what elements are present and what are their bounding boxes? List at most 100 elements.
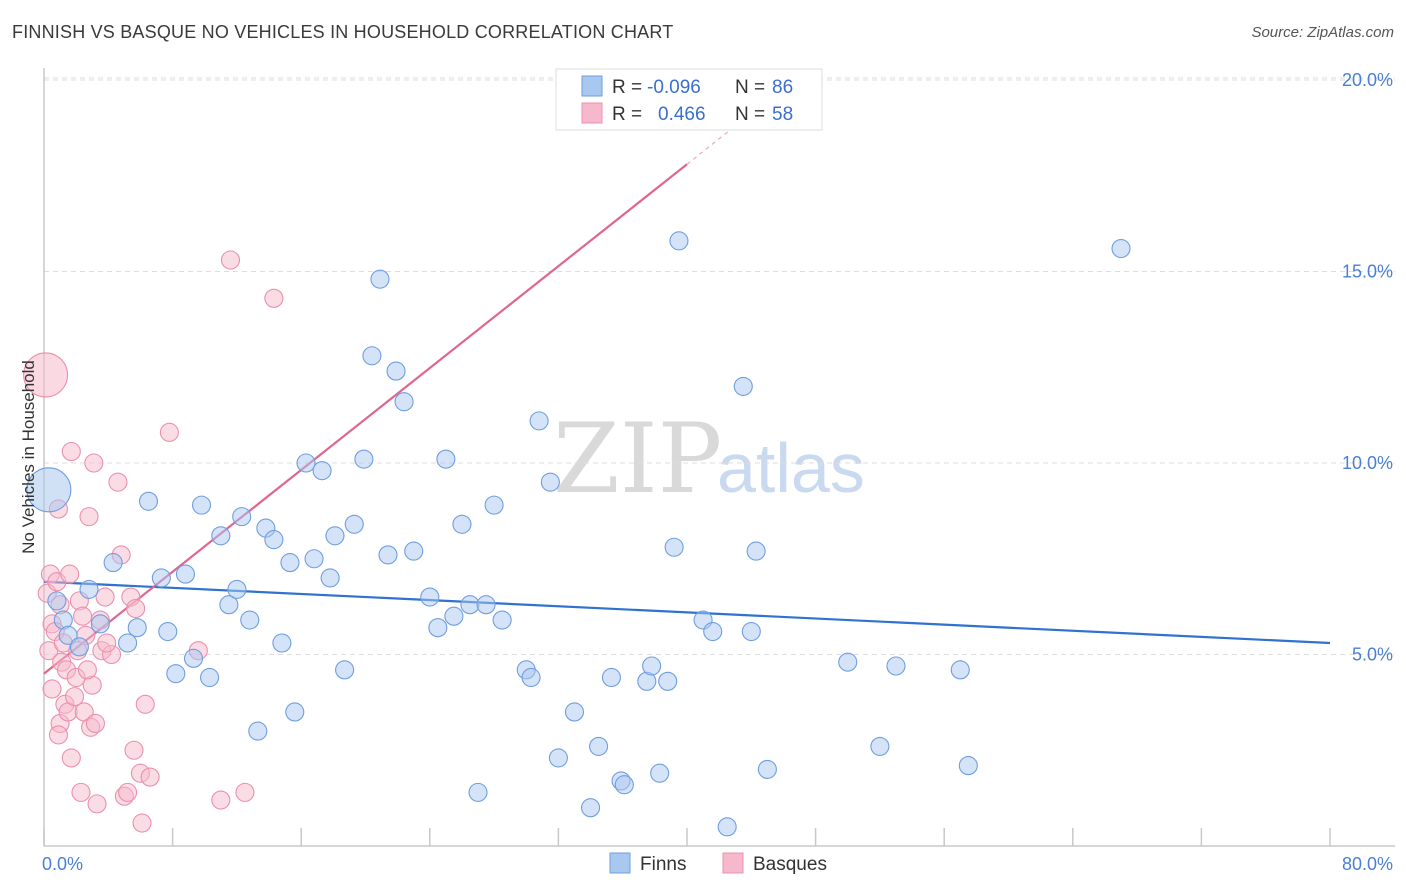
finns-point bbox=[394, 392, 414, 412]
basques-point bbox=[48, 725, 69, 745]
finns-point bbox=[264, 530, 284, 550]
finns-point bbox=[158, 621, 178, 642]
data-points bbox=[23, 70, 1131, 837]
finns-point bbox=[733, 376, 753, 396]
finns-point bbox=[240, 610, 260, 630]
gridlines bbox=[44, 77, 1395, 655]
bottom-legend-finns-swatch[interactable] bbox=[609, 852, 631, 874]
finns-point bbox=[746, 541, 766, 561]
finns-point bbox=[79, 579, 99, 599]
basques-point bbox=[211, 790, 231, 810]
finns-point bbox=[717, 817, 737, 837]
finns-point bbox=[476, 595, 496, 615]
finns-point bbox=[492, 610, 512, 630]
finns-point bbox=[1111, 238, 1131, 259]
finns-point bbox=[219, 595, 239, 615]
basques-point bbox=[61, 441, 81, 462]
finns-point bbox=[436, 449, 456, 469]
finns-point bbox=[741, 621, 761, 642]
finns-point bbox=[548, 748, 568, 768]
basques-point bbox=[97, 633, 117, 653]
trend-lines bbox=[43, 125, 1331, 675]
basques-point bbox=[159, 422, 179, 442]
series-legend: Finns Basques bbox=[609, 852, 827, 875]
basques-point bbox=[140, 767, 160, 787]
legend-finns-n-label: N = bbox=[735, 77, 765, 98]
legend-finns-r-label: R = bbox=[612, 77, 642, 98]
basques-point bbox=[118, 782, 138, 802]
basques-point bbox=[135, 694, 155, 714]
axes bbox=[43, 68, 1395, 847]
basques-trend-line bbox=[43, 163, 688, 675]
finns-point bbox=[118, 633, 138, 653]
finns-point bbox=[272, 633, 292, 653]
finns-point bbox=[886, 656, 906, 676]
basques-point bbox=[126, 598, 146, 619]
legend-basques-r-label: R = bbox=[612, 104, 642, 125]
finns-point bbox=[127, 618, 147, 638]
finns-point bbox=[642, 656, 662, 676]
y-tick-label: 15.0% bbox=[1342, 262, 1393, 282]
basques-point bbox=[61, 748, 81, 768]
finns-point bbox=[428, 618, 448, 638]
finns-point bbox=[838, 652, 858, 672]
finns-point bbox=[664, 537, 684, 557]
finns-point bbox=[452, 514, 472, 534]
legend-basques-r-value: 0.466 bbox=[658, 104, 706, 125]
basques-point bbox=[60, 564, 80, 584]
finns-point bbox=[175, 564, 196, 584]
finns-point bbox=[370, 269, 390, 289]
basques-point bbox=[132, 813, 152, 833]
basques-trend-extension bbox=[686, 125, 736, 165]
x-tick-label: 80.0% bbox=[1342, 854, 1393, 874]
chart-title: FINNISH VS BASQUE NO VEHICLES IN HOUSEHO… bbox=[12, 22, 674, 42]
finns-trend-line bbox=[43, 580, 1331, 645]
finns-point bbox=[312, 461, 332, 481]
finns-point bbox=[26, 467, 72, 513]
finns-point bbox=[354, 449, 374, 469]
x-tick-label: 0.0% bbox=[42, 854, 83, 874]
finns-point bbox=[151, 568, 171, 588]
basques-point bbox=[71, 782, 91, 802]
finns-point bbox=[378, 545, 398, 565]
basques-point bbox=[264, 288, 284, 308]
finns-point bbox=[484, 495, 504, 515]
finns-point bbox=[529, 411, 549, 431]
finns-point bbox=[227, 579, 247, 599]
finns-point bbox=[703, 621, 723, 642]
finns-point bbox=[564, 702, 585, 722]
legend-finns-swatch bbox=[581, 75, 603, 97]
basques-point bbox=[124, 740, 144, 760]
basques-point bbox=[235, 782, 255, 802]
basques-point bbox=[42, 679, 62, 699]
legend-finns-n-value: 86 bbox=[772, 77, 793, 98]
finns-point bbox=[304, 549, 324, 569]
finns-point bbox=[69, 637, 89, 657]
finns-point bbox=[166, 664, 186, 684]
watermark-atlas: atlas bbox=[717, 429, 865, 507]
finns-point bbox=[285, 702, 305, 722]
finns-point bbox=[589, 736, 609, 756]
bottom-legend-finns-label[interactable]: Finns bbox=[640, 854, 686, 875]
finns-point bbox=[601, 667, 621, 688]
finns-point bbox=[138, 491, 159, 511]
bottom-legend-basques-swatch[interactable] bbox=[722, 852, 744, 874]
finns-point bbox=[232, 507, 252, 527]
finns-point bbox=[335, 660, 355, 680]
finns-point bbox=[420, 587, 440, 607]
watermark-zip: ZIP bbox=[553, 403, 722, 515]
basques-point bbox=[108, 472, 128, 492]
bottom-legend-basques-label[interactable]: Basques bbox=[753, 854, 827, 875]
finns-point bbox=[362, 346, 382, 366]
y-tick-label: 5.0% bbox=[1352, 645, 1393, 665]
finns-point bbox=[320, 568, 340, 588]
basques-point bbox=[23, 352, 69, 398]
finns-point bbox=[58, 625, 78, 645]
source-label: Source: ZipAtlas.com bbox=[1251, 24, 1394, 41]
legend-finns-r-value: -0.096 bbox=[647, 77, 701, 98]
finns-point bbox=[47, 591, 67, 611]
y-axis-label: No Vehicles in Household bbox=[19, 360, 38, 554]
basques-point bbox=[87, 794, 107, 814]
basques-point bbox=[79, 507, 99, 527]
